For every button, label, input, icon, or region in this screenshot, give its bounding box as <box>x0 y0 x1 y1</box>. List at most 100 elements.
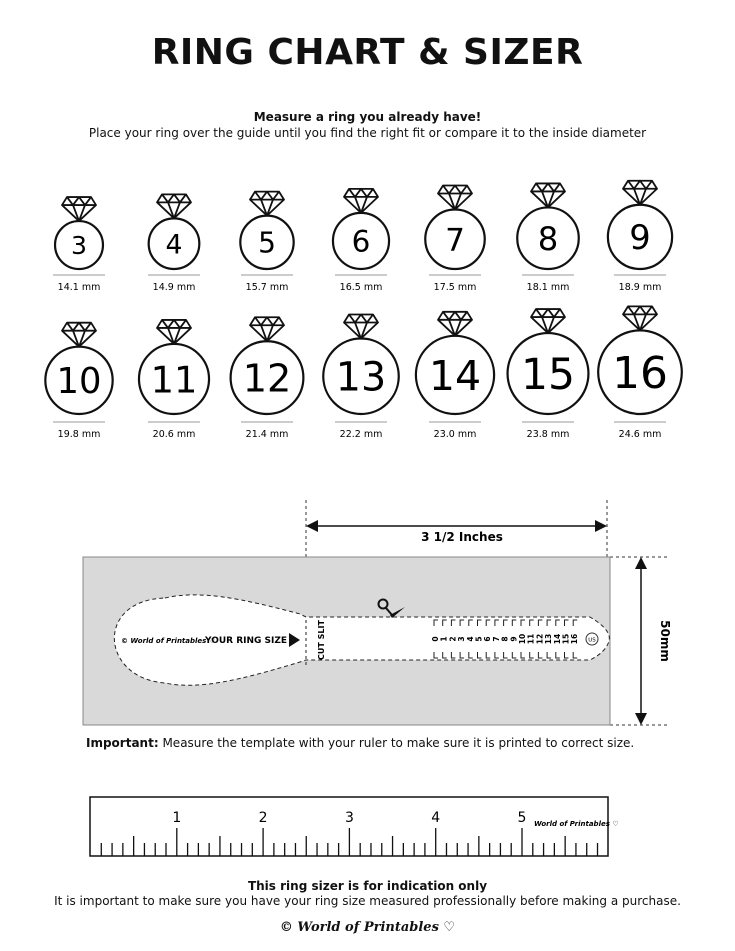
scale-tick <box>459 619 465 626</box>
scale-label: 11 <box>527 634 536 644</box>
ring-diameter: 23.8 mm <box>527 429 570 440</box>
scale-tick <box>433 652 438 659</box>
scale-label: 5 <box>475 636 484 641</box>
ring-size-3: 3 14.1 mm <box>53 196 105 293</box>
ring-size-number: 3 <box>71 231 87 260</box>
scale-label: 2 <box>448 636 457 641</box>
scale-label: 4 <box>466 636 475 641</box>
scale-tick <box>450 619 456 626</box>
scale-tick <box>572 652 578 659</box>
scale-tick <box>433 619 438 626</box>
diamond-icon <box>437 310 473 337</box>
diamond-icon <box>249 190 285 217</box>
ring-diameter: 17.5 mm <box>434 282 477 293</box>
ring-size-number: 12 <box>243 357 292 401</box>
scale-label: 10 <box>518 634 527 644</box>
ring-diameter: 24.6 mm <box>619 429 662 440</box>
sizer-brand: © World of Printables ♡ <box>121 637 215 645</box>
us-unit-label: US <box>588 638 596 644</box>
scale-label: 8 <box>501 636 510 641</box>
scale-tick <box>511 652 517 659</box>
pointer-triangle-icon <box>289 633 300 647</box>
ring-diameter: 19.8 mm <box>58 429 101 440</box>
scale-tick <box>546 652 552 659</box>
footer-brand-logo: © World of Printables ♡ <box>279 920 456 935</box>
ring-diameter: 14.9 mm <box>153 282 196 293</box>
scale-tick <box>511 619 517 626</box>
important-note: Important: Measure the template with you… <box>86 736 634 750</box>
ruler-inch-label: 4 <box>431 810 440 826</box>
ring-diameter: 18.1 mm <box>527 282 570 293</box>
ring-diameter: 23.0 mm <box>434 429 477 440</box>
scale-tick <box>503 619 508 626</box>
diamond-icon <box>156 193 192 220</box>
arrow-right-icon <box>595 520 607 532</box>
important-text: Measure the template with your ruler to … <box>158 736 635 750</box>
scale-tick <box>468 652 473 659</box>
ring-size-15: 15 23.8 mm <box>506 308 590 440</box>
diamond-icon <box>249 316 285 343</box>
ring-size-number: 11 <box>151 358 198 401</box>
ring-size-number: 14 <box>429 352 481 400</box>
ring-diameter: 20.6 mm <box>153 429 196 440</box>
scale-tick <box>564 652 569 659</box>
scale-tick <box>494 652 499 659</box>
ring-size-8: 8 18.1 mm <box>516 182 580 293</box>
intro-text: Place your ring over the guide until you… <box>88 126 647 140</box>
scale-tick <box>555 652 560 659</box>
ring-size-6: 6 16.5 mm <box>331 188 391 293</box>
ring-size-number: 13 <box>336 355 386 401</box>
arrow-left-icon <box>306 520 318 532</box>
us-unit-badge <box>585 632 599 646</box>
scale-label: 0 <box>431 636 440 641</box>
diamond-icon <box>343 188 379 214</box>
ring-size-number: 8 <box>538 220 559 258</box>
scale-tick <box>520 652 525 659</box>
sizer-strip-outline <box>113 594 610 686</box>
scale-tick <box>572 619 578 626</box>
ruler-inch-label: 2 <box>259 810 268 826</box>
scale-tick <box>503 652 508 659</box>
ring-size-12: 12 21.4 mm <box>229 316 305 440</box>
ring-size-14: 14 23.0 mm <box>414 310 496 440</box>
ring-size-number: 16 <box>612 348 668 399</box>
scale-label: 13 <box>544 634 553 644</box>
diamond-icon <box>530 182 566 209</box>
ring-size-5: 5 15.7 mm <box>239 190 295 293</box>
your-ring-size-label: YOUR RING SIZE <box>204 636 287 646</box>
cut-slit-label: CUT SLIT <box>317 620 326 660</box>
diamond-icon <box>622 179 658 206</box>
diamond-icon <box>156 319 192 345</box>
ruler-ticks: 1 2 3 4 5 <box>100 810 599 856</box>
ring-diameter: 18.9 mm <box>619 282 662 293</box>
scale-tick <box>564 619 569 626</box>
ring-size-11: 11 20.6 mm <box>137 319 211 440</box>
ruler-brand: World of Printables ♡ <box>534 820 619 828</box>
width-label: 3 1/2 Inches <box>421 530 503 544</box>
scale-tick <box>442 619 447 626</box>
arrow-up-icon <box>635 557 647 569</box>
scale-tick <box>520 619 525 626</box>
ring-diameter: 16.5 mm <box>340 282 383 293</box>
scale-tick <box>537 652 543 659</box>
ring-diameter: 15.7 mm <box>246 282 289 293</box>
diamond-icon <box>530 308 566 334</box>
diamond-icon <box>61 196 97 222</box>
scale-tick <box>477 619 482 626</box>
ring-size-10: 10 19.8 mm <box>44 321 114 440</box>
scale-tick <box>494 619 499 626</box>
intro-heading: Measure a ring you already have! <box>253 110 482 124</box>
ring-size-4: 4 14.9 mm <box>147 193 201 293</box>
scale-label: 9 <box>509 636 518 641</box>
ring-size-number: 5 <box>258 226 276 259</box>
diamond-icon <box>622 305 658 332</box>
ring-size-number: 15 <box>521 351 575 400</box>
scale-tick <box>529 652 534 659</box>
scissors-icon <box>377 598 405 618</box>
ring-size-9: 9 18.9 mm <box>606 179 674 293</box>
ring-diameter: 22.2 mm <box>340 429 383 440</box>
ring-size-number: 6 <box>352 225 371 259</box>
scale-tick <box>529 619 534 626</box>
ring-size-number: 10 <box>57 361 102 402</box>
